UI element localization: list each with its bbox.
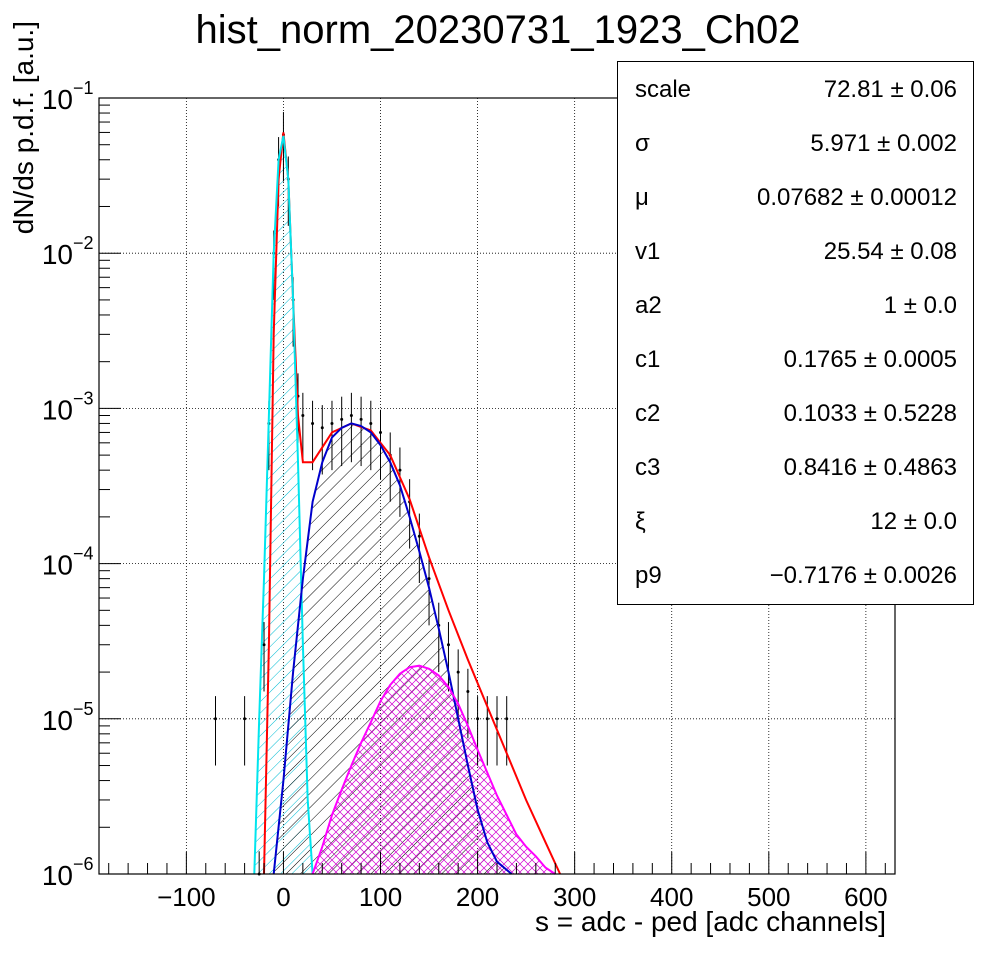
histogram-point <box>466 689 470 693</box>
histogram-point <box>505 717 509 721</box>
chart-title: hist_norm_20230731_1923_Ch02 <box>195 8 801 52</box>
stat-value: −0.7176 ± 0.0026 <box>769 562 957 589</box>
stat-row: a2 1 ± 0.0 <box>618 278 973 332</box>
y-tick-label: 10 <box>42 239 73 270</box>
stat-name: σ <box>635 130 650 157</box>
stat-row: c1 0.1765 ± 0.0005 <box>618 332 973 386</box>
x-tick-label: 100 <box>359 882 402 912</box>
stat-value: 5.971 ± 0.002 <box>810 130 957 157</box>
x-tick-label: 200 <box>456 882 499 912</box>
histogram-point <box>349 414 353 418</box>
series-line-4 <box>311 664 556 875</box>
y-tick-label: 10 <box>42 705 73 736</box>
x-tick-label: 300 <box>553 882 596 912</box>
stat-value: 0.1765 ± 0.0005 <box>783 346 957 373</box>
stat-value: 1 ± 0.0 <box>883 292 957 319</box>
series-line-3 <box>272 422 513 875</box>
histogram-point <box>369 421 373 425</box>
histogram-point <box>485 717 489 721</box>
y-tick-exponent: −1 <box>73 78 94 98</box>
stat-value: 25.54 ± 0.08 <box>823 238 957 265</box>
stat-value: 0.1033 ± 0.5228 <box>783 400 957 427</box>
stat-name: c2 <box>635 400 661 427</box>
fit-stats-box: scale 72.81 ± 0.06 σ 5.971 ± 0.002 μ 0.07682 … <box>617 61 974 605</box>
stat-value: 0.07682 ± 0.00012 <box>756 184 957 211</box>
stat-value: 0.8416 ± 0.4863 <box>783 454 957 481</box>
histogram-point <box>340 417 344 421</box>
histogram-point <box>320 426 324 430</box>
y-tick-label: 10 <box>42 84 73 115</box>
stat-value: 72.81 ± 0.06 <box>823 76 957 103</box>
stat-name: v1 <box>635 238 661 265</box>
stat-row: σ 5.971 ± 0.002 <box>618 116 973 170</box>
histogram-point <box>311 421 315 425</box>
x-axis-label: s = adc - ped [adc channels] <box>535 906 886 937</box>
stat-value: 12 ± 0.0 <box>870 508 957 535</box>
x-tick-label: −100 <box>157 882 216 912</box>
histogram-point <box>495 717 499 721</box>
stat-name: c3 <box>635 454 661 481</box>
stat-name: ξ <box>635 508 646 535</box>
x-tick-label: 600 <box>844 882 887 912</box>
histogram-point <box>379 430 383 434</box>
histogram-point <box>417 534 421 538</box>
histogram-point <box>456 670 460 674</box>
stat-row: μ 0.07682 ± 0.00012 <box>618 170 973 224</box>
stat-row: p9 −0.7176 ± 0.0026 <box>618 548 973 602</box>
histogram-point <box>446 643 450 647</box>
histogram-point <box>330 421 334 425</box>
y-tick-exponent: −6 <box>73 854 94 874</box>
histogram-point <box>301 414 305 418</box>
y-tick-exponent: −3 <box>73 388 94 408</box>
histogram-point <box>427 577 431 581</box>
stat-row: ξ 12 ± 0.0 <box>618 494 973 548</box>
stat-name: p9 <box>635 562 662 589</box>
y-tick-exponent: −4 <box>73 544 94 564</box>
stat-row: scale 72.81 ± 0.06 <box>618 62 973 116</box>
x-tick-label: 400 <box>650 882 693 912</box>
y-tick-label: 10 <box>42 860 73 891</box>
histogram-point <box>476 717 480 721</box>
x-tick-label: 500 <box>747 882 790 912</box>
y-tick-exponent: −2 <box>73 233 94 253</box>
histogram-point <box>213 717 217 721</box>
stat-name: c1 <box>635 346 661 373</box>
stat-name: μ <box>635 184 649 211</box>
y-tick-label: 10 <box>42 550 73 581</box>
stat-name: scale <box>635 76 692 103</box>
x-tick-label: 0 <box>276 882 290 912</box>
histogram-point <box>359 417 363 421</box>
histogram-point <box>398 468 402 472</box>
y-tick-label: 10 <box>42 394 73 425</box>
stat-row: c3 0.8416 ± 0.4863 <box>618 440 973 494</box>
stat-row: c2 0.1033 ± 0.5228 <box>618 386 973 440</box>
stat-name: a2 <box>635 292 662 319</box>
stat-row: v1 25.54 ± 0.08 <box>618 224 973 278</box>
y-axis-label: dN/ds p.d.f. [a.u.] <box>8 21 39 235</box>
histogram-point <box>262 643 266 647</box>
histogram-point <box>243 717 247 721</box>
y-tick-exponent: −5 <box>73 699 94 719</box>
series-line-2 <box>253 135 314 875</box>
